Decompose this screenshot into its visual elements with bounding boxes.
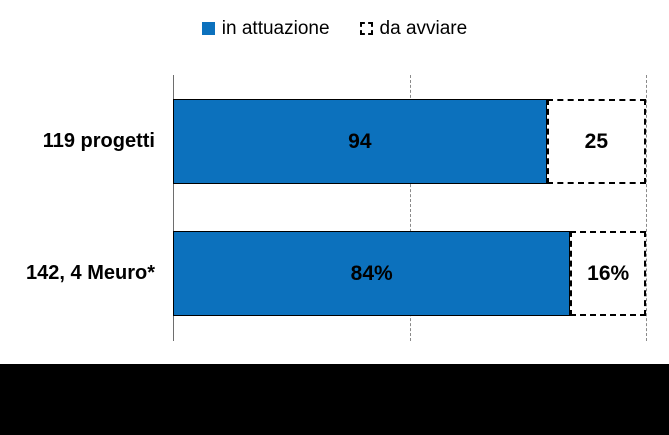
legend-item-da-avviare: da avviare bbox=[359, 18, 468, 39]
category-label-119-progetti: 119 progetti bbox=[42, 130, 155, 152]
plot-area: 94 25 84% 16% bbox=[173, 75, 647, 341]
bar-segment-da-avviare-row2: 16% bbox=[570, 231, 646, 316]
bar-segment-in-attuazione-row1: 94 bbox=[173, 99, 547, 184]
bar-value-label: 16% bbox=[587, 261, 630, 285]
legend-label-da-avviare: da avviare bbox=[379, 18, 468, 39]
bar-row-119-progetti: 94 25 bbox=[173, 99, 646, 184]
category-label-142-meuro: 142, 4 Meuro* bbox=[26, 262, 155, 284]
value-axis-line bbox=[173, 75, 174, 341]
bar-row-142-meuro: 84% 16% bbox=[173, 231, 646, 316]
legend: in attuazione da avviare bbox=[0, 19, 669, 38]
gridline-right bbox=[646, 75, 647, 341]
bottom-black-band bbox=[0, 364, 669, 435]
bar-value-label: 25 bbox=[584, 129, 608, 153]
bar-value-label: 94 bbox=[348, 129, 372, 153]
legend-item-in-attuazione: in attuazione bbox=[201, 18, 330, 39]
gridline-middle bbox=[409, 75, 411, 341]
legend-swatch-filled-icon bbox=[201, 22, 215, 35]
bar-segment-in-attuazione-row2: 84% bbox=[173, 231, 571, 316]
legend-swatch-dashed-icon bbox=[359, 22, 373, 35]
bar-value-label: 84% bbox=[350, 261, 393, 285]
bar-segment-da-avviare-row1: 25 bbox=[546, 99, 646, 184]
legend-label-in-attuazione: in attuazione bbox=[221, 18, 330, 39]
